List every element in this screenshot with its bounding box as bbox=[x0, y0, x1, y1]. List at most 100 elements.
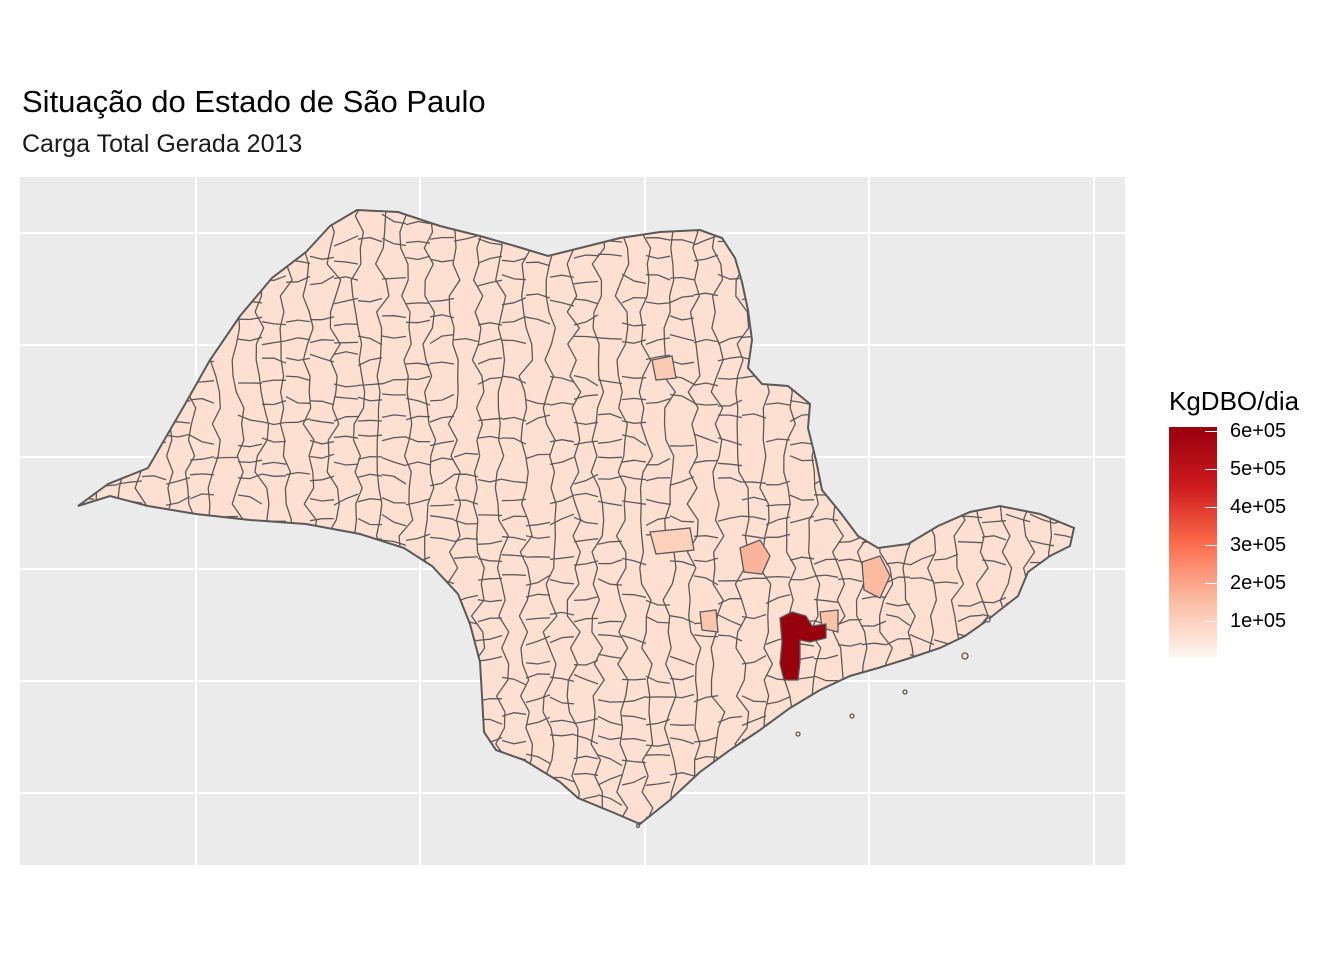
municipality-border bbox=[1078, 536, 1102, 540]
municipality-border bbox=[237, 494, 263, 505]
municipality-border bbox=[837, 558, 863, 563]
municipality-border bbox=[405, 461, 431, 466]
municipality-border bbox=[597, 653, 623, 660]
municipality-border bbox=[1005, 677, 1031, 680]
municipality-border bbox=[981, 797, 1007, 805]
island-1 bbox=[961, 652, 969, 660]
municipality-border bbox=[1053, 676, 1074, 681]
municipality-border bbox=[621, 459, 647, 463]
municipality-border bbox=[333, 341, 359, 344]
municipality-border bbox=[957, 515, 983, 519]
municipality-border bbox=[861, 718, 887, 726]
municipality-border bbox=[477, 435, 503, 440]
municipality-border bbox=[93, 594, 119, 599]
municipality-border bbox=[309, 813, 335, 818]
municipality-border bbox=[1029, 716, 1055, 721]
municipality-border bbox=[717, 377, 743, 380]
municipality-border bbox=[597, 735, 623, 741]
municipality-border bbox=[357, 656, 383, 667]
municipality-border bbox=[93, 574, 119, 579]
municipality-border bbox=[549, 299, 575, 307]
municipality-border bbox=[1053, 294, 1074, 302]
municipality-border bbox=[1029, 336, 1055, 345]
municipality-border bbox=[837, 459, 863, 465]
municipality-border bbox=[357, 614, 383, 620]
municipality-border bbox=[261, 437, 287, 443]
municipality-border bbox=[621, 678, 647, 681]
municipality-border bbox=[333, 799, 359, 803]
municipality-border bbox=[933, 400, 959, 405]
municipality-border bbox=[357, 776, 383, 784]
municipality-border bbox=[525, 535, 551, 540]
municipality-border bbox=[765, 776, 791, 779]
municipality-border bbox=[357, 798, 383, 806]
municipality-border bbox=[518, 210, 534, 824]
municipality-border bbox=[669, 393, 695, 404]
municipality-border bbox=[405, 319, 431, 324]
municipality-border bbox=[525, 660, 551, 665]
municipality-border bbox=[550, 776, 575, 783]
municipality-border bbox=[573, 596, 599, 602]
municipality-border bbox=[789, 576, 815, 581]
municipality-border bbox=[261, 520, 286, 522]
municipality-border bbox=[645, 743, 671, 747]
municipality-border bbox=[213, 701, 239, 706]
municipality-border bbox=[525, 635, 551, 646]
municipality-border bbox=[405, 735, 431, 742]
municipality-border bbox=[93, 699, 119, 704]
municipality-border bbox=[741, 613, 767, 620]
municipality-border bbox=[70, 203, 94, 205]
municipality-border bbox=[717, 598, 742, 605]
municipality-border bbox=[453, 816, 479, 824]
municipality-border bbox=[64, 200, 77, 824]
municipality-border bbox=[285, 471, 311, 476]
municipality-border bbox=[645, 274, 671, 281]
municipality-border bbox=[957, 418, 983, 424]
municipality-border bbox=[1078, 362, 1102, 366]
municipality-border bbox=[453, 222, 479, 227]
municipality-border bbox=[261, 734, 287, 740]
municipality-border bbox=[141, 513, 167, 518]
municipality-border bbox=[1030, 198, 1054, 201]
municipality-border bbox=[933, 553, 959, 561]
municipality-border bbox=[597, 754, 623, 767]
municipality-border bbox=[981, 334, 1007, 341]
municipality-border bbox=[765, 376, 791, 385]
municipality-border bbox=[710, 210, 726, 824]
municipality-border bbox=[477, 540, 503, 545]
municipality-border bbox=[261, 536, 287, 545]
municipality-border bbox=[261, 576, 287, 584]
municipality-border bbox=[789, 213, 815, 222]
municipality-border bbox=[597, 715, 623, 726]
municipality-border bbox=[141, 221, 167, 227]
municipality-border bbox=[94, 195, 118, 199]
municipality-border bbox=[669, 772, 695, 777]
municipality-border bbox=[141, 634, 167, 642]
municipality-border bbox=[165, 352, 191, 357]
municipality-border bbox=[933, 373, 959, 380]
municipality-border bbox=[1029, 499, 1055, 503]
municipality-border bbox=[1078, 443, 1102, 444]
municipality-border bbox=[789, 294, 815, 303]
municipality-border bbox=[957, 313, 983, 319]
municipality-border bbox=[909, 436, 935, 447]
municipality-border bbox=[597, 634, 623, 638]
municipality-border bbox=[165, 721, 191, 728]
municipality-border bbox=[645, 254, 671, 260]
municipality-border bbox=[501, 536, 527, 541]
municipality-border bbox=[1078, 301, 1102, 303]
municipality-border bbox=[854, 210, 870, 824]
municipality-border bbox=[885, 720, 911, 725]
municipality-border bbox=[741, 496, 767, 502]
municipality-border bbox=[597, 379, 623, 385]
municipality-border bbox=[621, 557, 647, 566]
municipality-border bbox=[813, 436, 839, 440]
municipality-border bbox=[957, 434, 983, 447]
municipality-border bbox=[573, 236, 599, 242]
municipality-border bbox=[790, 714, 815, 721]
municipality-border bbox=[669, 444, 695, 447]
municipality-border bbox=[597, 475, 623, 480]
municipality-border bbox=[573, 516, 599, 525]
municipality-border bbox=[525, 617, 551, 621]
municipality-border bbox=[381, 497, 406, 504]
